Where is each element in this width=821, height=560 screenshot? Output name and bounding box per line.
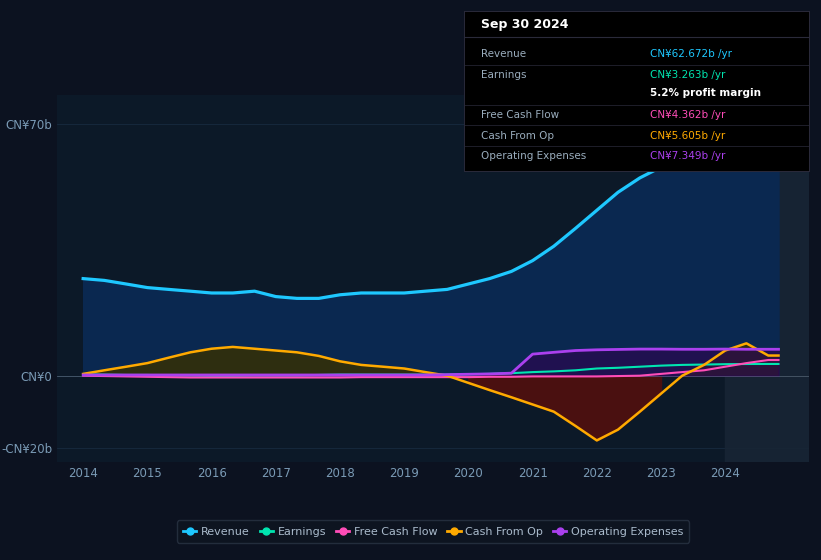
Text: CN¥62.672b /yr: CN¥62.672b /yr: [650, 49, 732, 59]
Bar: [725, 95, 809, 462]
Text: CN¥3.263b /yr: CN¥3.263b /yr: [650, 70, 726, 80]
Text: Sep 30 2024: Sep 30 2024: [481, 18, 569, 31]
Text: Revenue: Revenue: [481, 49, 526, 59]
Text: CN¥4.362b /yr: CN¥4.362b /yr: [650, 110, 726, 120]
Text: Free Cash Flow: Free Cash Flow: [481, 110, 559, 120]
Text: Earnings: Earnings: [481, 70, 526, 80]
Text: CN¥7.349b /yr: CN¥7.349b /yr: [650, 151, 726, 161]
Text: CN¥5.605b /yr: CN¥5.605b /yr: [650, 130, 725, 141]
Text: Operating Expenses: Operating Expenses: [481, 151, 586, 161]
Text: 5.2% profit margin: 5.2% profit margin: [650, 87, 761, 97]
Legend: Revenue, Earnings, Free Cash Flow, Cash From Op, Operating Expenses: Revenue, Earnings, Free Cash Flow, Cash …: [177, 520, 689, 543]
Text: Cash From Op: Cash From Op: [481, 130, 554, 141]
